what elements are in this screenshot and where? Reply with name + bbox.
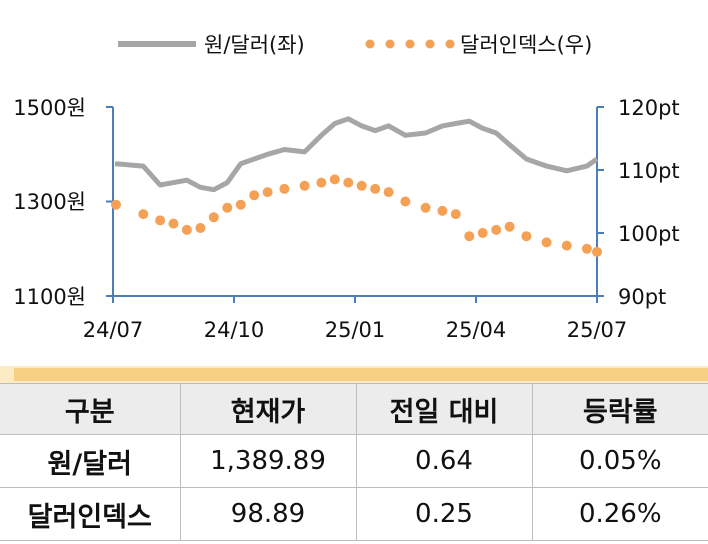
- exchange-rate-chart: 원/달러(좌) 달러인덱스(우) 1100원 1300원 1500원 90pt …: [13, 33, 680, 342]
- series-point-dollar-index: [581, 243, 592, 254]
- x-tick-2504: 25/04: [446, 318, 507, 342]
- row-label-krw-usd: 원/달러: [0, 434, 181, 488]
- series-point-dollar-index: [561, 240, 572, 251]
- table-header-row: 구분 현재가 전일 대비 등락률: [0, 383, 708, 435]
- cell-current-price: 98.89: [179, 487, 357, 541]
- series-point-dollar-index: [235, 199, 246, 210]
- legend-dot: [425, 39, 435, 49]
- header-current-price: 현재가: [179, 383, 357, 435]
- header-category: 구분: [0, 383, 181, 435]
- series-point-dollar-index: [222, 202, 233, 213]
- summary-table-section: 구분 현재가 전일 대비 등락률 원/달러 1,389.89 0.64 0.05…: [0, 366, 708, 544]
- y-left-tick-1300: 1300원: [13, 190, 86, 214]
- legend-dot: [445, 39, 455, 49]
- x-tick-2410: 24/10: [204, 318, 265, 342]
- series-point-dollar-index: [370, 183, 381, 194]
- series-point-dollar-index: [343, 177, 354, 188]
- x-tick-2407: 24/07: [83, 318, 144, 342]
- series-point-dollar-index: [477, 228, 488, 238]
- legend-dot: [365, 39, 375, 49]
- y-left-tick-1500: 1500원: [13, 96, 86, 120]
- y-right-tick-90: 90pt: [618, 285, 666, 309]
- cell-day-change: 0.25: [355, 487, 533, 541]
- series-point-dollar-index: [208, 212, 219, 223]
- series-point-dollar-index: [400, 196, 411, 207]
- series-point-dollar-index: [464, 231, 475, 242]
- summary-table: 구분 현재가 전일 대비 등락률 원/달러 1,389.89 0.64 0.05…: [0, 383, 708, 541]
- series-point-dollar-index: [592, 246, 602, 257]
- series-point-dollar-index: [521, 231, 532, 242]
- series-line-krw-usd: [114, 116, 599, 193]
- cell-day-change: 0.64: [355, 434, 533, 488]
- series-point-dollar-index: [168, 218, 179, 229]
- series-point-dollar-index: [491, 224, 502, 235]
- series-point-dollar-index: [195, 223, 206, 233]
- series-point-dollar-index: [111, 199, 121, 210]
- series-point-dollar-index: [299, 180, 310, 191]
- legend-dot: [405, 39, 415, 49]
- plot-area: [111, 116, 602, 257]
- series-point-dollar-index: [279, 183, 290, 194]
- y-right-tick-120: 120pt: [618, 96, 680, 120]
- axes: [106, 106, 604, 303]
- series-point-dollar-index: [249, 190, 260, 201]
- y-right-tick-100: 100pt: [618, 222, 680, 246]
- series-point-dollar-index: [437, 205, 448, 216]
- series-point-dollar-index: [420, 202, 431, 213]
- series-point-dollar-index: [329, 174, 340, 185]
- series-point-dollar-index: [262, 187, 273, 198]
- x-tick-2501: 25/01: [325, 318, 386, 342]
- series-point-dollar-index: [138, 209, 149, 220]
- legend-label-krw-usd: 원/달러(좌): [204, 33, 305, 57]
- series-point-dollar-index: [450, 209, 461, 220]
- series-point-dollar-index: [504, 221, 515, 232]
- cell-change-rate: 0.26%: [531, 487, 708, 541]
- cell-current-price: 1,389.89: [179, 434, 357, 488]
- series-point-dollar-index: [541, 237, 552, 248]
- legend-label-dollar-index: 달러인덱스(우): [460, 33, 592, 57]
- header-day-change: 전일 대비: [355, 383, 533, 435]
- series-point-dollar-index: [155, 215, 166, 226]
- table-row: 원/달러 1,389.89 0.64 0.05%: [0, 434, 708, 488]
- series-point-dollar-index: [316, 177, 327, 188]
- legend: 원/달러(좌) 달러인덱스(우): [118, 33, 592, 57]
- legend-dot: [385, 39, 395, 49]
- y-right-tick-110: 110pt: [618, 159, 680, 183]
- y-left-tick-1100: 1100원: [13, 285, 86, 309]
- table-top-band: [0, 366, 708, 383]
- series-point-dollar-index: [356, 180, 367, 191]
- x-tick-2507: 25/07: [567, 318, 628, 342]
- header-change-rate: 등락률: [531, 383, 708, 435]
- row-label-dollar-index: 달러인덱스: [0, 487, 181, 541]
- table-row: 달러인덱스 98.89 0.25 0.26%: [0, 487, 708, 541]
- legend-swatch-dollar-index: [365, 39, 455, 49]
- series-point-dollar-index: [383, 187, 394, 198]
- series-point-dollar-index: [181, 224, 192, 235]
- cell-change-rate: 0.05%: [531, 434, 708, 488]
